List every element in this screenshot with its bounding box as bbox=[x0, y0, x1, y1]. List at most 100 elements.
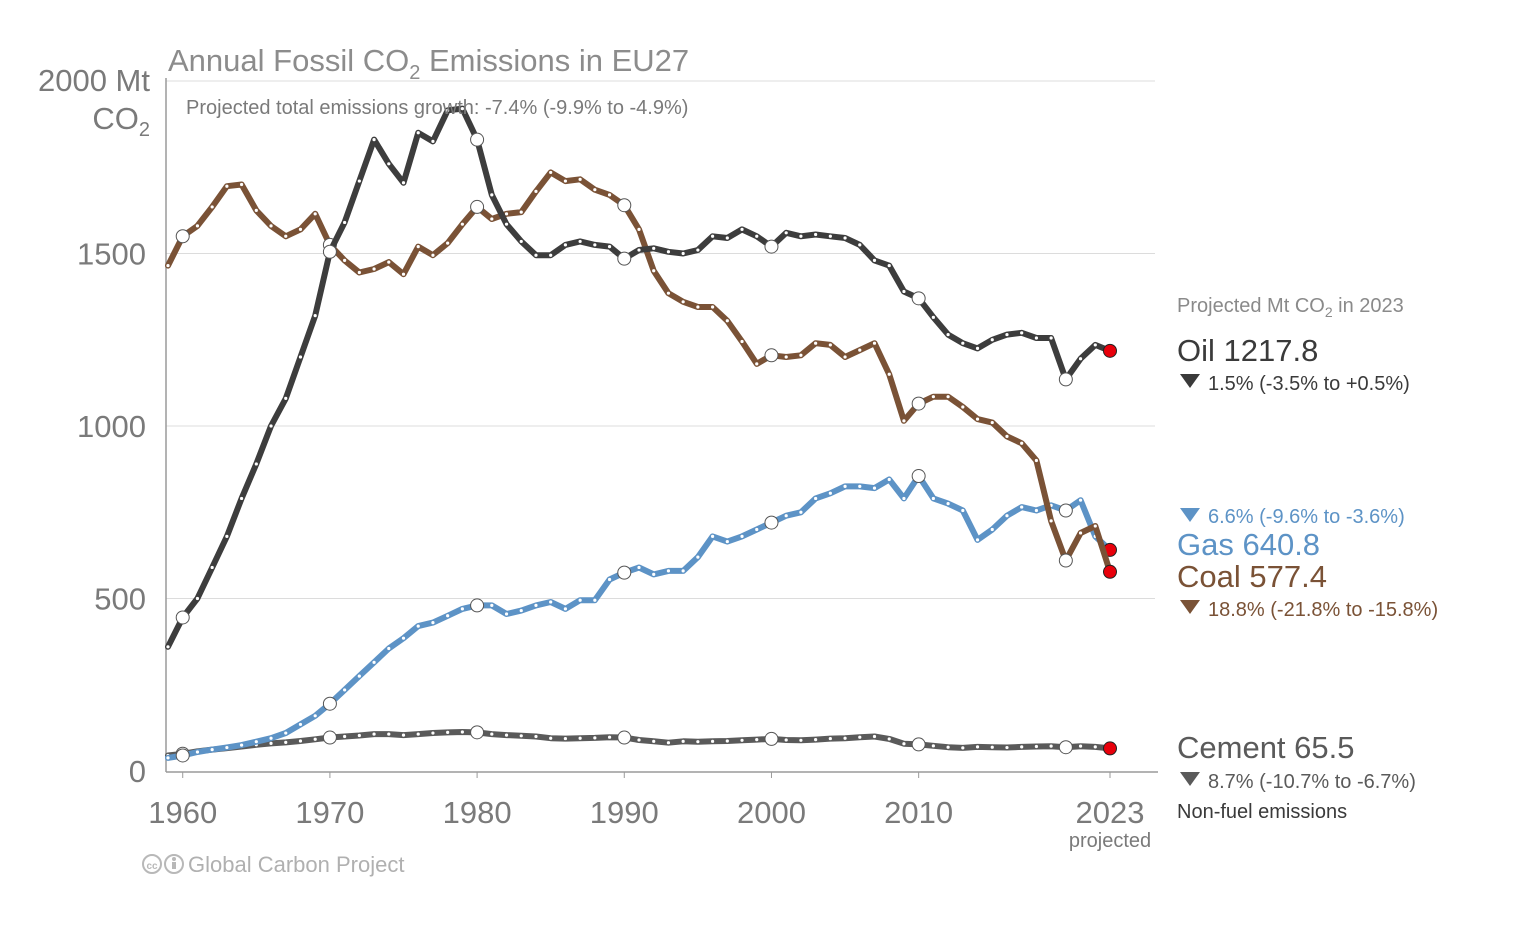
cement-point bbox=[607, 735, 612, 739]
gas-point bbox=[254, 740, 258, 744]
oil-point bbox=[490, 193, 494, 197]
credit-text: Global Carbon Project bbox=[188, 852, 404, 877]
gas-decade-marker bbox=[1058, 503, 1073, 518]
coal-point bbox=[1034, 458, 1039, 463]
coal-point bbox=[416, 245, 420, 249]
oil-point bbox=[446, 108, 450, 112]
oil-point bbox=[946, 332, 950, 337]
cement-point bbox=[1005, 745, 1009, 750]
oil-point bbox=[387, 162, 391, 166]
oil-decade-marker bbox=[470, 132, 485, 147]
coal-point bbox=[740, 339, 744, 344]
oil-point bbox=[858, 243, 862, 247]
gas-point bbox=[431, 621, 435, 625]
oil-point bbox=[254, 462, 258, 466]
gas-annotation-value: Gas 640.8 bbox=[1177, 527, 1320, 562]
cement-decade-marker bbox=[764, 731, 779, 746]
x-tick-label: 2023 bbox=[1076, 795, 1145, 830]
gas-point bbox=[504, 612, 509, 616]
y-tick-label: 0 bbox=[129, 754, 146, 789]
oil-point bbox=[607, 245, 612, 249]
oil-point bbox=[725, 236, 729, 240]
oil-point bbox=[401, 181, 406, 185]
oil-point bbox=[887, 263, 891, 268]
coal-point bbox=[784, 355, 788, 359]
gas-point bbox=[652, 572, 656, 576]
cement-point bbox=[725, 739, 729, 743]
oil-point bbox=[637, 248, 641, 252]
cement-point bbox=[814, 738, 818, 742]
oil-point bbox=[298, 355, 303, 359]
oil-annotation-change: 1.5% (-3.5% to +0.5%) bbox=[1208, 373, 1410, 395]
coal-point bbox=[534, 189, 538, 193]
cement-down-triangle-icon bbox=[1180, 772, 1200, 786]
coal-decade-marker bbox=[175, 229, 190, 244]
cement-point bbox=[784, 738, 788, 742]
oil-point bbox=[431, 139, 435, 143]
gas-point bbox=[681, 569, 685, 573]
coal-point bbox=[343, 258, 347, 262]
oil-point bbox=[931, 315, 935, 319]
y-axis-ticks: 0 500 1000 1500 bbox=[77, 237, 146, 790]
oil-point bbox=[357, 179, 361, 183]
cement-point bbox=[284, 740, 288, 744]
cement-point bbox=[446, 730, 450, 734]
cement-point bbox=[666, 741, 671, 745]
cement-point bbox=[975, 745, 980, 749]
gas-point bbox=[1034, 508, 1039, 513]
coal-point bbox=[431, 253, 435, 257]
oil-point bbox=[534, 253, 538, 257]
oil-point bbox=[284, 396, 288, 400]
coal-point bbox=[504, 212, 509, 216]
gas-point bbox=[269, 736, 273, 740]
x-axis-ticks: 1960 1970 1980 1990 2000 2010 2023 bbox=[148, 772, 1144, 830]
cement-decade-marker bbox=[322, 730, 337, 745]
coal-point bbox=[931, 395, 935, 399]
oil-point bbox=[225, 534, 229, 539]
cement-point bbox=[401, 733, 406, 737]
oil-decade-marker bbox=[1058, 372, 1073, 387]
coal-decade-marker bbox=[470, 199, 485, 214]
y-tick-label: 500 bbox=[94, 582, 146, 617]
coal-point bbox=[696, 305, 700, 309]
oil-point bbox=[416, 131, 420, 135]
gas-point bbox=[313, 714, 317, 718]
oil-decade-marker bbox=[175, 610, 190, 625]
gas-point bbox=[195, 750, 200, 754]
gas-point bbox=[666, 569, 671, 573]
coal-point bbox=[799, 353, 803, 357]
gas-point bbox=[1078, 498, 1083, 502]
cement-point bbox=[990, 745, 994, 749]
cement-point bbox=[946, 745, 950, 749]
cement-decade-marker bbox=[1058, 740, 1073, 755]
gas-point bbox=[372, 660, 376, 664]
y-unit-label-line1: 2000 Mt bbox=[38, 63, 150, 98]
cement-decade-marker bbox=[617, 730, 632, 745]
cement-point bbox=[828, 736, 832, 741]
oil-point bbox=[563, 243, 568, 247]
cement-point bbox=[460, 730, 464, 734]
chart-subtitle: Projected total emissions growth: -7.4% … bbox=[186, 97, 688, 119]
x-tick-label: 1960 bbox=[148, 795, 217, 830]
cement-point bbox=[372, 732, 376, 736]
coal-point bbox=[490, 217, 494, 221]
cement-line bbox=[165, 729, 1113, 759]
oil-point bbox=[239, 496, 244, 501]
oil-point bbox=[269, 424, 273, 428]
gas-point bbox=[799, 510, 803, 514]
creative-commons-icon: cc bbox=[142, 854, 184, 874]
coal-point bbox=[313, 212, 317, 216]
cement-point bbox=[549, 736, 553, 740]
cement-point bbox=[490, 732, 494, 736]
cement-point bbox=[534, 734, 538, 739]
oil-point bbox=[1034, 336, 1039, 340]
oil-point bbox=[313, 314, 317, 318]
cement-point bbox=[902, 742, 906, 746]
oil-point bbox=[578, 239, 582, 244]
cement-annotation-change: 8.7% (-10.7% to -6.7%) bbox=[1208, 771, 1416, 793]
oil-point bbox=[652, 246, 656, 250]
cement-point bbox=[887, 737, 891, 741]
coal-point bbox=[372, 267, 376, 271]
coal-decade-marker bbox=[764, 348, 779, 363]
coal-point bbox=[1093, 524, 1097, 528]
